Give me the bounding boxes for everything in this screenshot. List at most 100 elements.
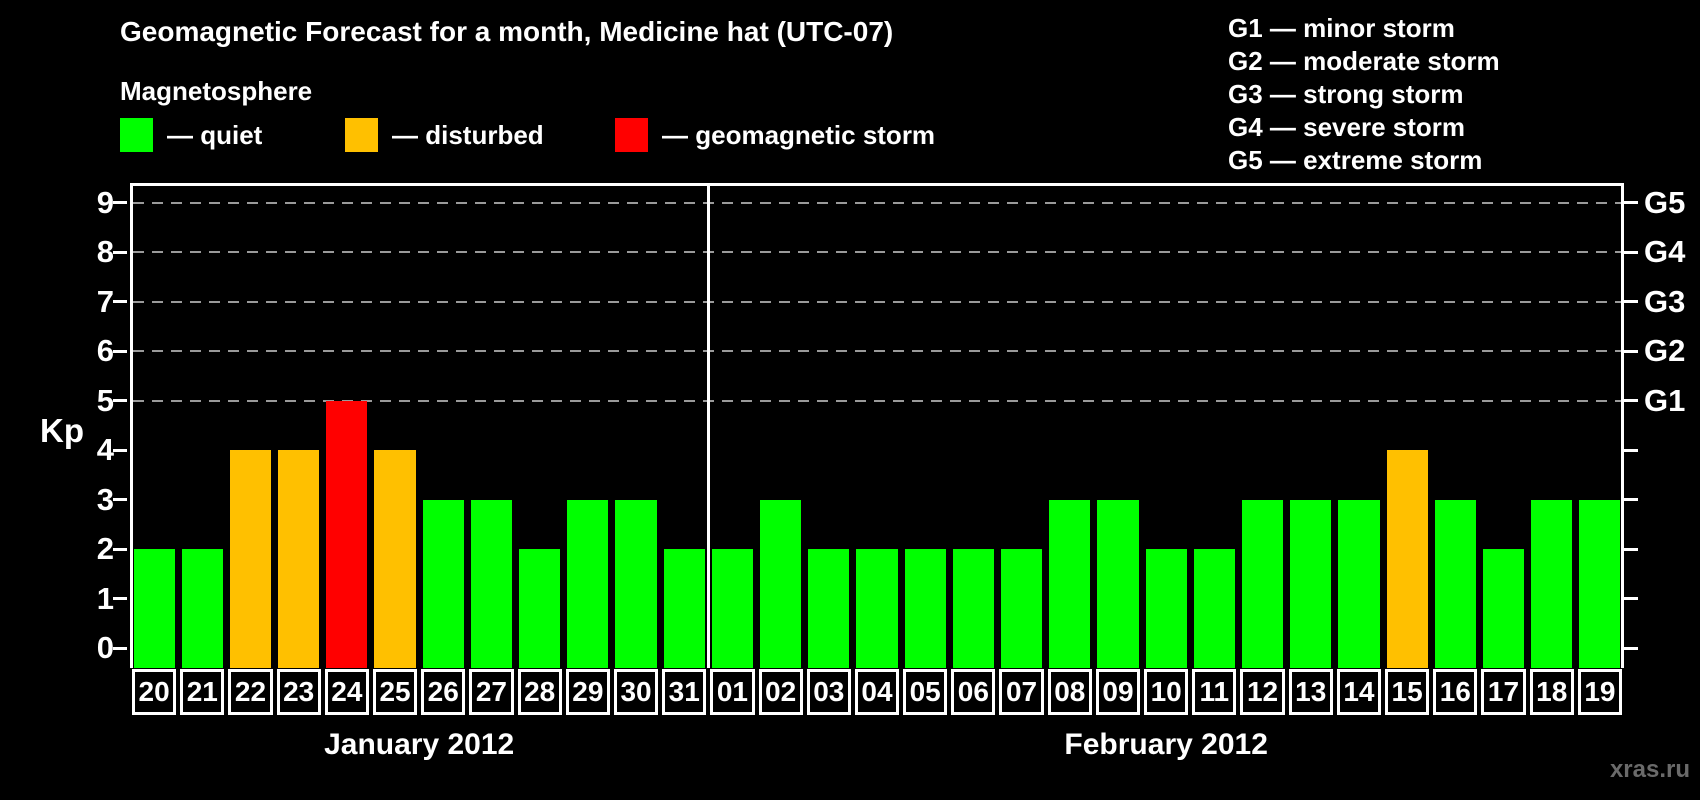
- date-cell: 25: [372, 669, 418, 715]
- gridline-kp8: [133, 251, 1621, 254]
- date-cell: 02: [758, 669, 803, 715]
- date-cell: 05: [903, 669, 948, 715]
- left-tick-9: [113, 201, 127, 205]
- page-title: Geomagnetic Forecast for a month, Medici…: [120, 16, 894, 47]
- y-tick-label-0: 0: [96, 630, 114, 666]
- kp-bar: [1097, 499, 1139, 668]
- legend-label-storm: — geomagnetic storm: [662, 120, 936, 150]
- kp-bar: [904, 549, 946, 668]
- left-tick-4: [113, 448, 127, 452]
- disturbed-swatch-icon: [345, 118, 378, 152]
- right-tick-4: [1624, 448, 1638, 452]
- kp-bar: [1434, 499, 1476, 668]
- legend-label-disturbed: — disturbed: [392, 120, 544, 150]
- date-cell: 30: [613, 669, 659, 715]
- kp-bar: [663, 549, 705, 668]
- y-tick-label-1: 1: [96, 580, 114, 616]
- date-cell: 29: [565, 669, 610, 715]
- legend-item-quiet: — quiet: [120, 118, 262, 152]
- watermark: xras.ru: [1609, 756, 1690, 783]
- legend-label-quiet: — quiet: [167, 120, 263, 150]
- date-cell: 17: [1481, 669, 1526, 715]
- g-scale-label-G3: G3: [1644, 283, 1686, 319]
- y-tick-label-9: 9: [96, 184, 114, 220]
- date-cell: 15: [1385, 669, 1430, 715]
- left-tick-0: [113, 646, 127, 650]
- gscale-line-5: G5 — extreme storm: [1228, 145, 1483, 175]
- date-cell: 06: [951, 669, 996, 715]
- date-cell: 21: [180, 669, 225, 715]
- kp-bar: [1338, 499, 1380, 668]
- right-tick-1: [1624, 597, 1638, 601]
- y-axis-label: Kp: [40, 412, 84, 449]
- kp-bar: [278, 450, 320, 668]
- right-tick-5: [1624, 399, 1638, 403]
- kp-bar: [1145, 549, 1187, 668]
- kp-bar: [374, 450, 416, 668]
- y-tick-label-5: 5: [96, 382, 114, 418]
- kp-bar: [1241, 499, 1284, 668]
- gscale-line-4: G4 — severe storm: [1228, 112, 1466, 142]
- month-label-january: January 2012: [324, 728, 515, 761]
- date-cell: 11: [1192, 669, 1237, 715]
- kp-bar: [1482, 549, 1525, 668]
- plot-frame: [130, 183, 1624, 668]
- right-tick-3: [1624, 498, 1638, 502]
- kp-bar: [326, 400, 368, 668]
- g-scale-label-G2: G2: [1644, 333, 1686, 369]
- date-cell: 31: [662, 669, 707, 715]
- left-tick-2: [113, 547, 127, 551]
- gridline-kp7: [133, 300, 1621, 303]
- legend-item-disturbed: — disturbed: [345, 118, 544, 152]
- magnetosphere-heading: Magnetosphere: [120, 76, 313, 106]
- right-tick-8: [1624, 250, 1638, 254]
- kp-bar: [567, 499, 609, 668]
- kp-bar: [1049, 499, 1091, 668]
- kp-bar: [1000, 549, 1043, 668]
- left-tick-6: [113, 349, 127, 353]
- date-cell: 23: [276, 669, 321, 715]
- date-cell: 20: [132, 669, 177, 715]
- gscale-legend: G1 — minor storm G2 — moderate storm G3 — …: [1228, 12, 1500, 177]
- storm-swatch-icon: [615, 118, 648, 152]
- gscale-line-3: G3 — strong storm: [1228, 79, 1464, 109]
- right-tick-0: [1624, 646, 1638, 650]
- kp-bar: [760, 499, 802, 668]
- y-tick-label-8: 8: [96, 234, 114, 270]
- y-tick-label-2: 2: [96, 531, 114, 567]
- kp-bar: [470, 499, 513, 668]
- date-cell: 04: [854, 669, 900, 715]
- gridline-kp9: [133, 201, 1621, 204]
- kp-bar: [1579, 499, 1621, 668]
- g-scale-label-G1: G1: [1644, 382, 1686, 418]
- magnetosphere-legend: — quiet — disturbed — geomagnetic storm: [120, 118, 1020, 156]
- kp-bar: [519, 549, 561, 668]
- kp-bar: [1386, 450, 1428, 668]
- date-cell: 01: [710, 669, 755, 715]
- kp-bar: [808, 549, 850, 668]
- gridline-kp6: [133, 350, 1621, 353]
- kp-bar: [711, 549, 753, 668]
- left-tick-1: [113, 597, 127, 601]
- kp-bar: [1290, 499, 1332, 668]
- date-cell: 14: [1336, 669, 1382, 715]
- right-tick-2: [1624, 547, 1638, 551]
- date-cell: 19: [1577, 669, 1622, 715]
- date-cell: 10: [1144, 669, 1189, 715]
- kp-bar: [952, 549, 994, 668]
- date-cell: 03: [806, 669, 851, 715]
- left-tick-3: [113, 498, 127, 502]
- date-cell: 12: [1240, 669, 1285, 715]
- chart-region: 0 1 2 3 4 5 6 7 8 9 G1 G2 G3 G4 G5 20 21 22 23 24 25 26 27 28 2…: [97, 183, 1685, 761]
- date-cell: 27: [469, 669, 514, 715]
- right-tick-6: [1624, 349, 1638, 353]
- date-cell: 26: [421, 669, 466, 715]
- g-scale-label-G5: G5: [1644, 184, 1686, 220]
- right-tick-9: [1624, 201, 1638, 205]
- date-cell: 13: [1288, 669, 1333, 715]
- date-cell: 28: [517, 669, 562, 715]
- quiet-swatch-icon: [120, 118, 153, 152]
- kp-bar: [856, 549, 898, 668]
- kp-bar: [133, 549, 175, 668]
